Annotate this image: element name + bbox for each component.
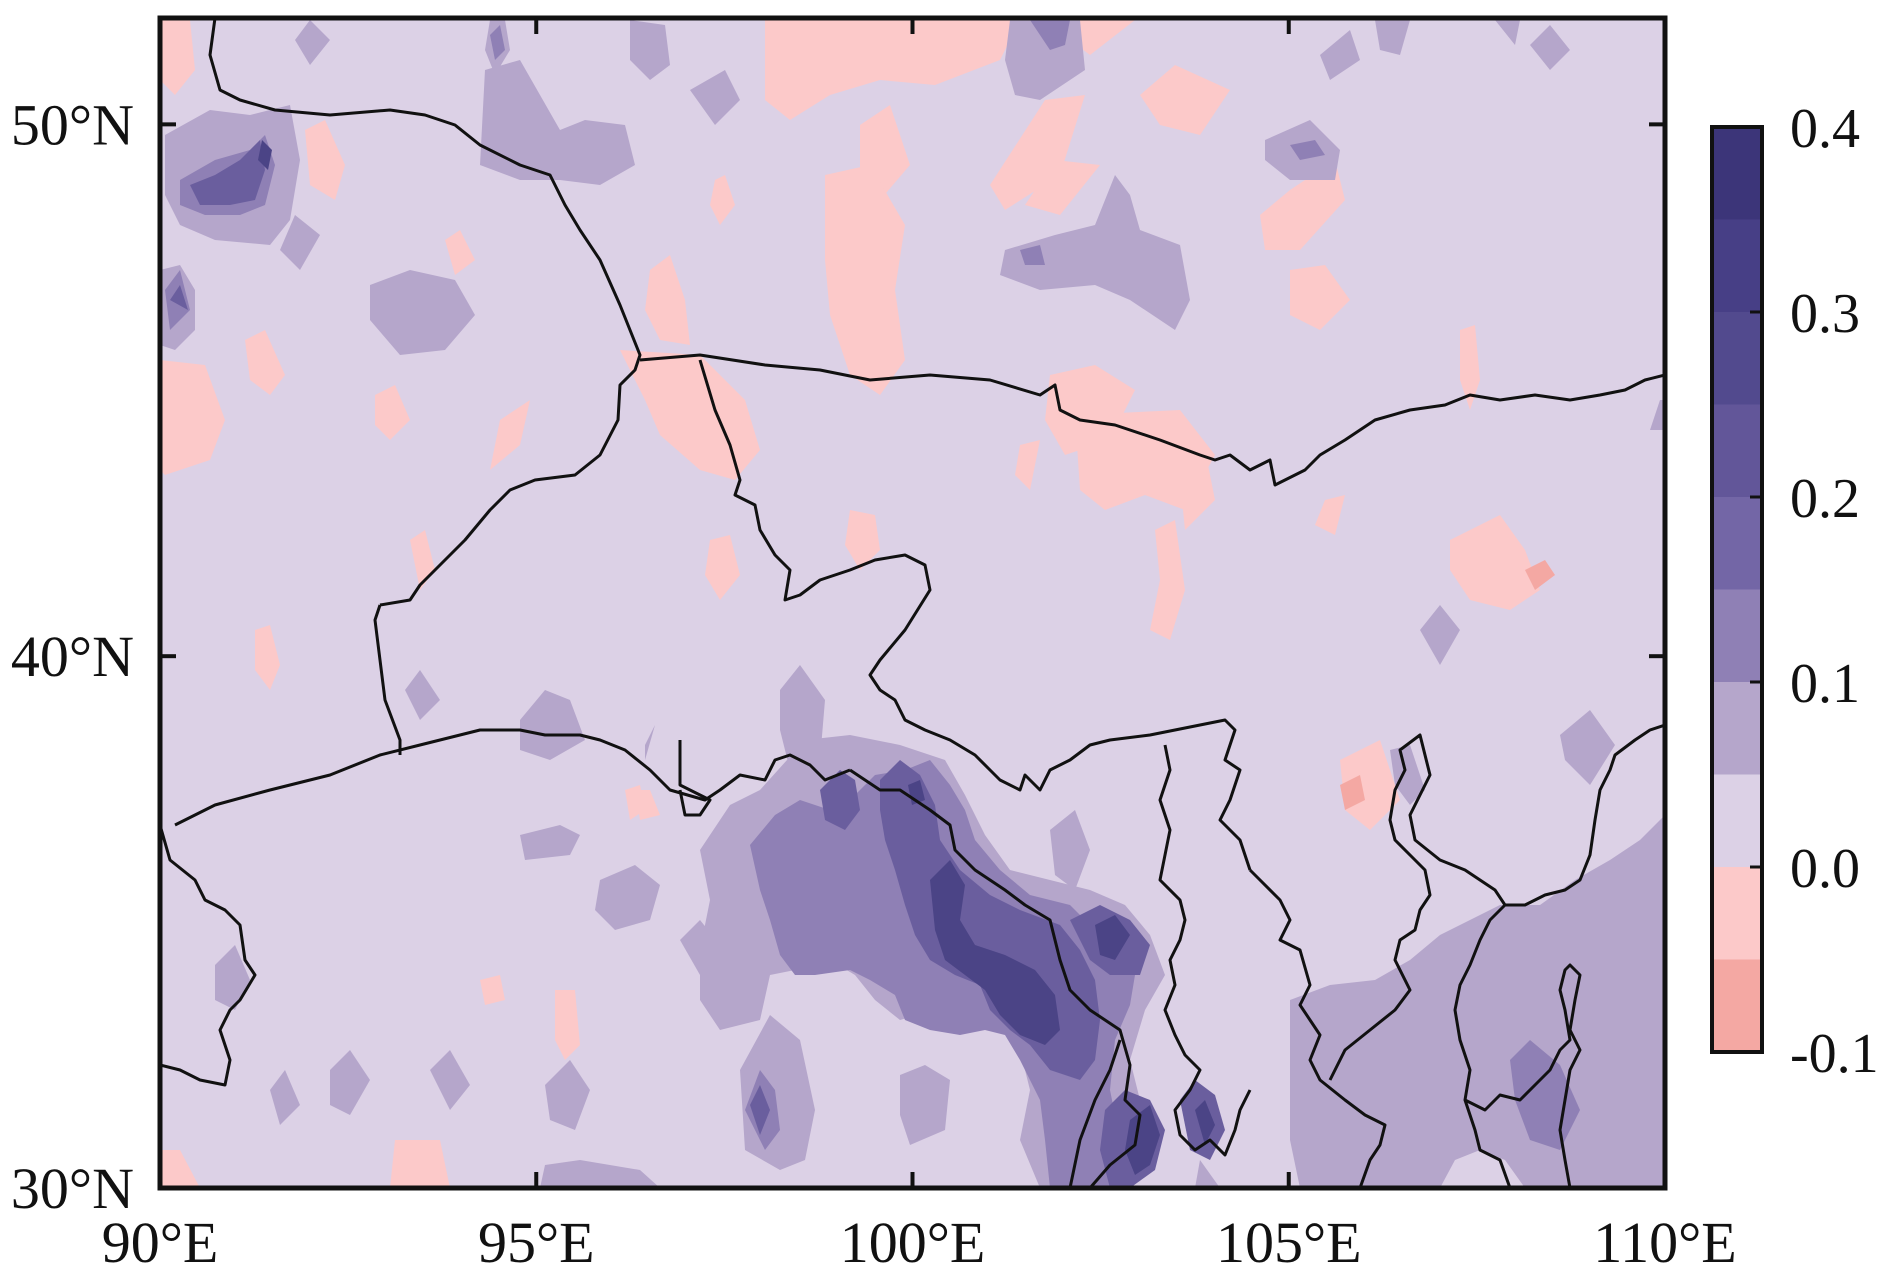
colorbar-frame (1710, 125, 1764, 1054)
border-ningxia (1158, 744, 1252, 1157)
colorbar-labels: 0.4 0.3 0.2 0.1 0.0 -0.1 (1750, 98, 1879, 1085)
colorbar-band (1712, 312, 1762, 405)
colorbar-label: 0.1 (1790, 653, 1860, 715)
colorbar-band (1712, 404, 1762, 497)
border-south-east (1464, 963, 1582, 1188)
x-tick-label: 105°E (1216, 1210, 1362, 1275)
border-north (208, 18, 642, 607)
colorbar-label: 0.0 (1790, 838, 1860, 900)
x-tick-label: 95°E (478, 1210, 595, 1275)
border-xinjiang-south (174, 728, 851, 827)
x-tick-label: 90°E (102, 1210, 219, 1275)
border-sw-tibet (1068, 1039, 1122, 1188)
colorbar-label: 0.4 (1790, 98, 1860, 160)
colorbar-label: -0.1 (1790, 1023, 1879, 1085)
x-axis-labels: 90°E 95°E 100°E 105°E 110°E (102, 1210, 1737, 1275)
positive-patches-level-4 (258, 140, 1215, 1175)
colorbar-label: 0.3 (1790, 283, 1860, 345)
border-ningxia-inner (1328, 733, 1512, 1188)
x-tick-label: 100°E (840, 1210, 986, 1275)
border-west-inner (698, 359, 1252, 871)
colorbar-band (1712, 497, 1762, 590)
colorbar: 0.4 0.3 0.2 0.1 0.0 -0.1 (1710, 98, 1879, 1085)
border-qinghai (849, 768, 1142, 1188)
border-mongolia-south (639, 353, 1665, 487)
y-axis-labels: 30°N 40°N 50°N (11, 92, 134, 1221)
border-far-west (160, 824, 257, 1087)
country-borders (160, 18, 1665, 1188)
colorbar-band (1712, 774, 1762, 867)
colorbar-band (1712, 589, 1762, 682)
border-shaanxi (1505, 723, 1665, 907)
y-tick-label: 30°N (11, 1156, 134, 1221)
x-tick-label: 110°E (1593, 1210, 1736, 1275)
colorbar-band (1712, 682, 1762, 775)
colorbar-band (1712, 219, 1762, 312)
tick-marks (158, 18, 1667, 1190)
y-tick-label: 40°N (11, 624, 134, 689)
border-gansu-east (1248, 868, 1387, 1188)
colorbar-band (1712, 959, 1762, 1052)
colorbar-label: 0.2 (1790, 468, 1860, 530)
contour-field (160, 18, 1665, 1188)
strong-negative-patches (1340, 560, 1555, 810)
y-tick-label: 50°N (11, 92, 134, 157)
colorbar-band (1712, 127, 1762, 220)
border-qinghai-gansu (678, 740, 712, 817)
border-xinjiang-west (373, 604, 402, 755)
colorbar-band (1712, 867, 1762, 960)
colorbar-bands (1712, 127, 1762, 1052)
